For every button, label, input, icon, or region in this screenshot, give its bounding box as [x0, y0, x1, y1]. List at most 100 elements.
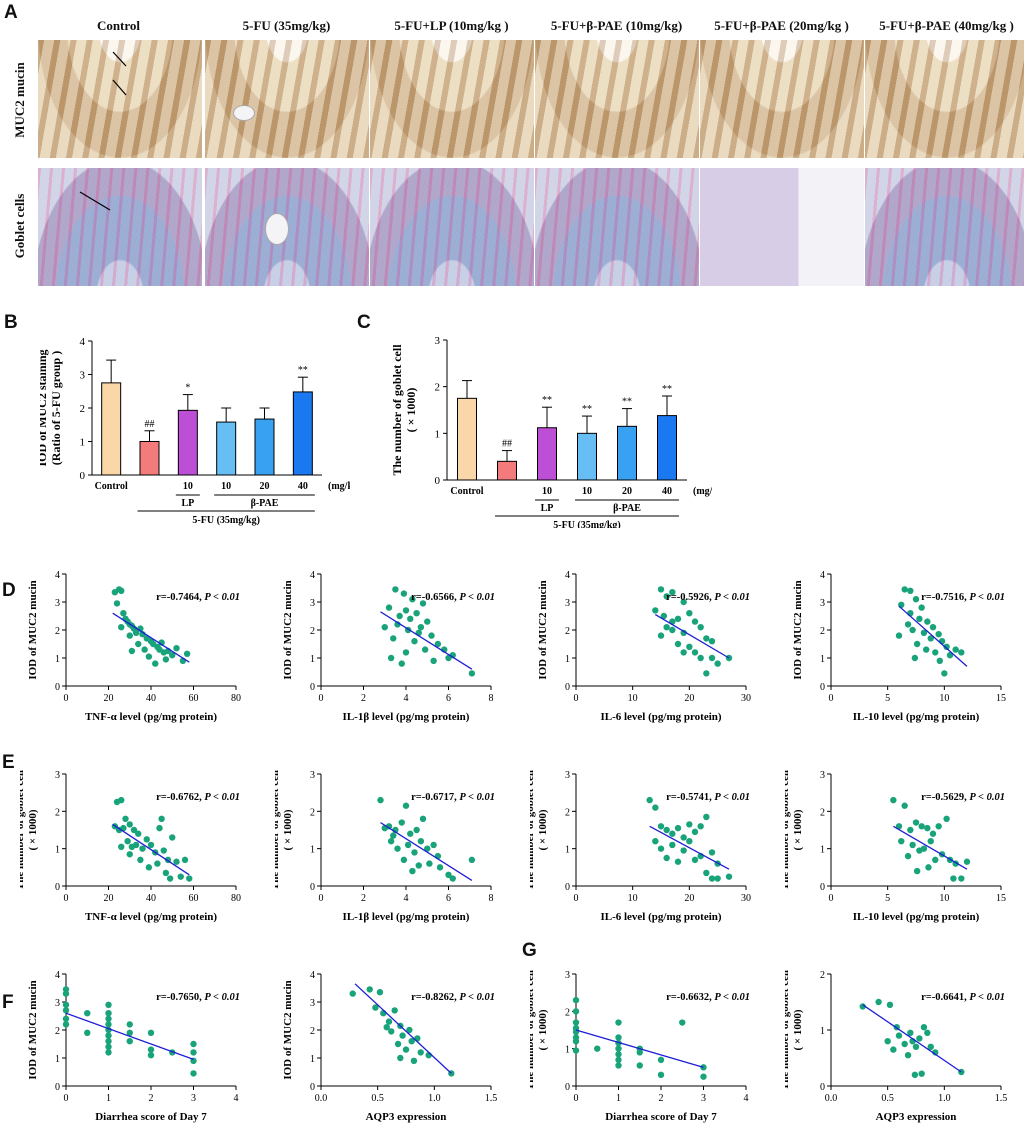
- scatter-e2: 0 1 2 3 0 2 4 6 8 IL-1β level (pg/mg protein) The …: [275, 770, 495, 923]
- y-tick-label: 0: [565, 882, 570, 893]
- data-point: [402, 1046, 410, 1053]
- data-point: [708, 654, 716, 662]
- bar: [177, 409, 198, 476]
- significance-mark: **: [662, 384, 672, 395]
- data-point: [669, 841, 676, 849]
- data-point: [652, 838, 659, 845]
- x-tick-label: 10: [939, 693, 949, 704]
- x-tick-label: 20: [104, 693, 114, 704]
- x-tick-label: 0: [64, 1093, 69, 1104]
- data-point: [703, 869, 710, 877]
- y-tick-label: 0: [80, 470, 86, 482]
- data-point: [428, 632, 435, 639]
- x-tick-label: 3: [191, 1093, 196, 1104]
- significance-mark: **: [622, 397, 632, 408]
- x-tick-label: Control: [95, 481, 128, 492]
- y-tick-label: 2: [435, 382, 441, 394]
- y-tick-label: 4: [310, 970, 315, 981]
- data-point: [126, 632, 133, 639]
- data-point: [918, 604, 925, 611]
- data-point: [396, 612, 403, 620]
- data-point: [708, 849, 716, 856]
- data-point: [139, 845, 146, 852]
- bar-chart-goblet: 0 1 2 3 The number of goblet cell( × 1000) Co…: [392, 335, 712, 528]
- data-point: [406, 1026, 413, 1034]
- data-point: [349, 990, 356, 997]
- x-tick-label: 4: [404, 693, 409, 704]
- data-point: [366, 986, 373, 993]
- data-point: [674, 615, 682, 622]
- group-label-fu: 5-FU (35mg/kg): [192, 515, 260, 526]
- data-point: [105, 1001, 112, 1008]
- bar-chart-muc2: 0 1 2 3 4 IOD of MUC2 staining (Ratio of 5-FU …: [40, 336, 350, 526]
- data-point: [186, 875, 193, 882]
- data-point: [105, 1032, 112, 1039]
- data-point: [383, 1024, 390, 1031]
- data-point: [663, 826, 670, 834]
- data-point: [958, 649, 965, 656]
- x-tick-label: Control: [450, 486, 483, 497]
- data-point: [147, 841, 155, 849]
- correlation-r: r=-0.7516,: [921, 592, 969, 603]
- x-tick-label: 0.0: [825, 1093, 838, 1104]
- data-point: [901, 586, 908, 593]
- x-tick-label: 20: [684, 893, 694, 904]
- data-point: [394, 1040, 402, 1048]
- data-point: [708, 638, 716, 645]
- y-tick-label: 4: [820, 570, 825, 581]
- data-point: [177, 873, 184, 880]
- x-tick-label: 60: [189, 693, 199, 704]
- x-tick-label: 0: [574, 1093, 579, 1104]
- y-axis-label: ( × 1000): [537, 1009, 549, 1050]
- y-tick-label: 1: [565, 1045, 570, 1056]
- data-point: [392, 586, 399, 593]
- x-tick-label: 2: [149, 1093, 154, 1104]
- data-point: [411, 849, 418, 856]
- y-axis-label: (Ratio of 5-FU group ): [49, 351, 63, 465]
- data-point: [387, 838, 395, 845]
- data-point: [674, 640, 682, 648]
- data-point: [417, 838, 425, 845]
- data-point: [424, 618, 431, 625]
- y-tick-label: 1: [820, 1026, 825, 1037]
- data-point: [680, 649, 687, 656]
- data-point: [173, 645, 180, 652]
- data-point: [468, 670, 476, 677]
- data-point: [390, 832, 397, 839]
- data-point: [886, 1001, 894, 1008]
- data-point: [963, 858, 971, 865]
- data-point: [680, 598, 687, 606]
- data-point: [916, 615, 923, 622]
- y-axis-label: The number of goblet cell: [785, 970, 791, 1090]
- y-tick-label: 2: [565, 1007, 570, 1018]
- y-tick-label: 3: [820, 770, 825, 781]
- correlation-p: P < 0.01: [459, 592, 495, 603]
- data-point: [183, 650, 191, 657]
- data-point: [895, 823, 903, 830]
- y-tick-label: 3: [565, 970, 570, 981]
- data-point: [935, 823, 942, 830]
- correlation-r: r=-0.7464,: [156, 592, 204, 603]
- panel-label-a: A: [4, 2, 18, 23]
- data-point: [669, 589, 676, 596]
- correlation-r: r=-0.6717,: [411, 792, 459, 803]
- data-point: [657, 632, 665, 639]
- data-point: [394, 845, 401, 852]
- data-point: [615, 1051, 622, 1058]
- data-point: [128, 647, 136, 655]
- data-point: [407, 615, 414, 622]
- data-point: [404, 841, 412, 849]
- correlation-r: r=-0.5926,: [666, 592, 714, 603]
- y-axis-label: The number of goblet cell: [392, 344, 404, 476]
- x-axis-label: AQP3 expression: [366, 1111, 447, 1123]
- data-point: [169, 834, 176, 841]
- x-tick-label: 2: [659, 1093, 664, 1104]
- data-point: [572, 1047, 580, 1054]
- y-tick-label: 1: [310, 845, 315, 856]
- data-point: [400, 856, 408, 864]
- micrograph-goblet-control: [38, 168, 202, 286]
- data-point: [669, 626, 676, 634]
- x-tick-label: 0: [829, 893, 834, 904]
- data-point: [652, 607, 659, 614]
- data-point: [890, 796, 897, 804]
